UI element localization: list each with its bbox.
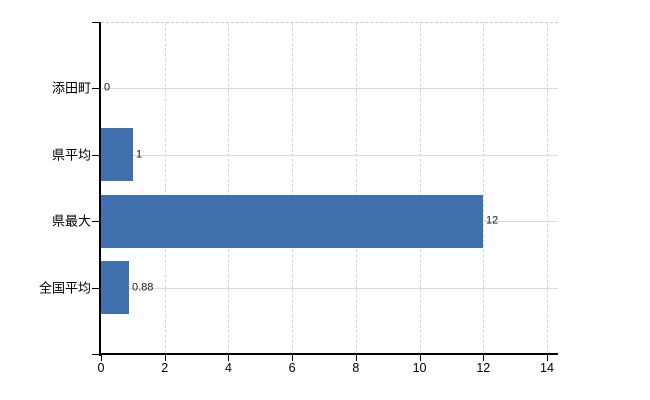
value-label: 1 bbox=[136, 148, 143, 161]
x-tick bbox=[547, 355, 548, 361]
plot-top-border bbox=[101, 22, 558, 23]
x-tick bbox=[483, 355, 485, 361]
h-gridline bbox=[101, 287, 558, 289]
x-tick bbox=[292, 355, 294, 361]
x-tick bbox=[101, 355, 102, 361]
v-gridline bbox=[292, 23, 294, 353]
value-label: 12 bbox=[486, 214, 499, 227]
y-axis-line bbox=[99, 22, 101, 356]
y-tick bbox=[92, 154, 99, 156]
v-gridline bbox=[419, 23, 421, 353]
category-label: 添田町 bbox=[51, 80, 91, 96]
bar bbox=[101, 261, 129, 315]
category-label: 県最大 bbox=[51, 213, 91, 229]
x-tick bbox=[164, 355, 166, 361]
x-tick-label: 0 bbox=[97, 361, 105, 375]
v-gridline bbox=[164, 23, 166, 353]
v-gridline bbox=[483, 23, 485, 353]
category-label: 全国平均 bbox=[38, 280, 91, 296]
x-tick-label: 14 bbox=[540, 361, 554, 375]
x-tick-label: 8 bbox=[352, 361, 360, 375]
h-gridline bbox=[101, 88, 558, 90]
x-tick-label: 12 bbox=[476, 361, 491, 375]
x-axis-line bbox=[99, 353, 558, 355]
bar bbox=[101, 194, 483, 248]
y-tick bbox=[92, 287, 99, 289]
x-tick bbox=[355, 355, 357, 361]
value-label: 0.88 bbox=[132, 281, 154, 294]
v-gridline bbox=[228, 23, 230, 353]
x-tick-label: 2 bbox=[161, 361, 169, 375]
v-gridline bbox=[355, 23, 357, 353]
x-tick bbox=[419, 355, 421, 361]
h-gridline bbox=[101, 154, 558, 156]
category-label: 県平均 bbox=[51, 147, 91, 163]
y-tick bbox=[92, 354, 99, 355]
y-tick bbox=[92, 88, 99, 90]
bar bbox=[101, 128, 133, 182]
v-gridline bbox=[547, 23, 548, 353]
x-tick bbox=[228, 355, 230, 361]
x-tick-label: 10 bbox=[412, 361, 427, 375]
y-tick bbox=[92, 22, 99, 23]
value-label: 0 bbox=[104, 81, 111, 94]
x-tick-label: 6 bbox=[288, 361, 296, 375]
x-tick-label: 4 bbox=[224, 361, 232, 375]
y-tick bbox=[92, 221, 99, 223]
